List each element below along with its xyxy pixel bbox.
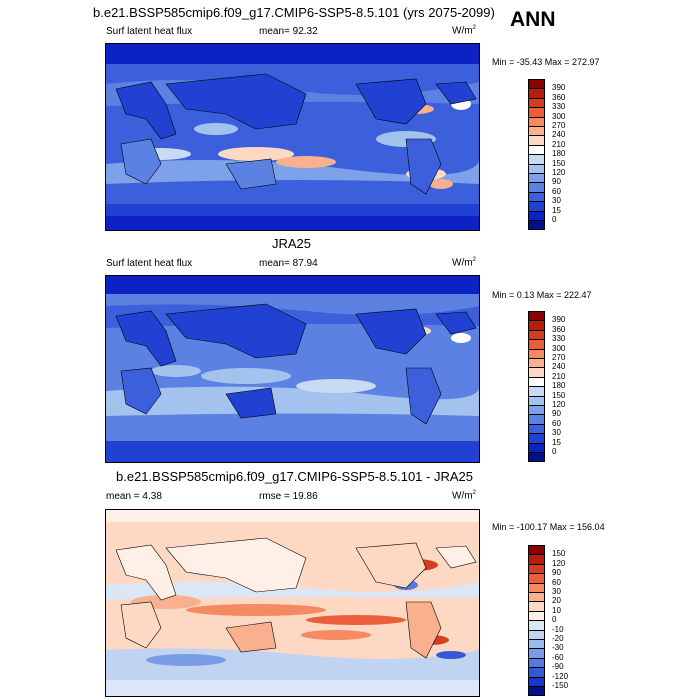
panel-1-map <box>105 43 480 231</box>
colorbar-tick-label: -30 <box>552 643 564 653</box>
colorbar-tick-label: 0 <box>552 615 557 625</box>
colorbar-swatch <box>528 452 545 463</box>
panel-2-units: W/m2 <box>452 257 476 269</box>
panel-2-mean-label: mean= 87.94 <box>259 258 318 269</box>
panel-2-title: JRA25 <box>272 236 312 251</box>
colorbar-tick-label: -20 <box>552 634 564 643</box>
colorbar-tick-label: -60 <box>552 652 564 662</box>
panel-2-variable-label: Surf latent heat flux <box>106 258 193 269</box>
panel-2-map <box>105 275 480 463</box>
colorbar-tick-label: 210 <box>552 371 566 381</box>
panel-3-minmax: Min = -100.17 Max = 156.04 <box>492 522 605 532</box>
panel-1-variable-label: Surf latent heat flux <box>106 26 193 37</box>
colorbar-tick-label: 150 <box>552 158 566 168</box>
season-label: ANN <box>510 8 556 31</box>
colorbar-tick-label: 10 <box>552 605 561 615</box>
colorbar-tick-label: 15 <box>552 205 561 215</box>
panel-3-units: W/m2 <box>452 490 476 502</box>
colorbar-tick-label: 30 <box>552 196 561 206</box>
colorbar-tick-label: 0 <box>552 215 557 224</box>
colorbar-swatch <box>528 686 545 697</box>
colorbar-tick-label: 150 <box>552 549 566 559</box>
panel-3-rmse-label: rmse = 19.86 <box>259 491 318 502</box>
colorbar-tick-label: -150 <box>552 681 569 690</box>
panel-1-mean-label: mean= 92.32 <box>259 26 318 37</box>
colorbar-tick-label: 120 <box>552 168 566 177</box>
panel-1-minmax: Min = -35.43 Max = 272.97 <box>492 57 600 67</box>
colorbar-tick-label: 30 <box>552 428 561 438</box>
colorbar-tick-label: 390 <box>552 315 566 325</box>
colorbar-tick-label: 210 <box>552 139 566 149</box>
panel-3-title: b.e21.BSSP585cmip6.f09_g17.CMIP6-SSP5-8.… <box>116 469 473 484</box>
colorbar-tick-label: 90 <box>552 409 561 419</box>
colorbar-tick-label: 150 <box>552 390 566 400</box>
colorbar-tick-label: 120 <box>552 400 566 409</box>
colorbar-tick-label: 60 <box>552 418 561 428</box>
panel-1-title: b.e21.BSSP585cmip6.f09_g17.CMIP6-SSP5-8.… <box>93 5 495 20</box>
colorbar-tick-label: 300 <box>552 343 566 353</box>
colorbar-tick-label: 180 <box>552 149 566 159</box>
colorbar-tick-label: 30 <box>552 587 561 596</box>
colorbar-tick-label: 90 <box>552 568 561 578</box>
colorbar-tick-label: -90 <box>552 662 564 672</box>
colorbar-tick-label: 360 <box>552 324 566 334</box>
colorbar-swatch <box>528 220 545 231</box>
colorbar-tick-label: 330 <box>552 102 566 112</box>
colorbar-tick-label: -120 <box>552 671 569 681</box>
colorbar-tick-label: 15 <box>552 437 561 447</box>
colorbar-tick-label: 360 <box>552 92 566 102</box>
colorbar-tick-label: 20 <box>552 596 561 606</box>
colorbar-tick-label: 300 <box>552 111 566 121</box>
colorbar-tick-label: 120 <box>552 558 566 568</box>
colorbar-tick-label: 270 <box>552 353 566 362</box>
colorbar-tick-label: 240 <box>552 130 566 140</box>
colorbar-tick-label: 90 <box>552 177 561 187</box>
colorbar-tick-label: 390 <box>552 83 566 93</box>
panel-3-mean-label: mean = 4.38 <box>106 491 162 502</box>
panel-2-minmax: Min = 0.13 Max = 222.47 <box>492 290 592 300</box>
colorbar-tick-label: -10 <box>552 624 564 634</box>
colorbar-tick-label: 240 <box>552 362 566 372</box>
panel-3-map <box>105 509 480 697</box>
colorbar-tick-label: 180 <box>552 381 566 391</box>
colorbar-tick-label: 330 <box>552 334 566 344</box>
colorbar-tick-label: 60 <box>552 186 561 196</box>
colorbar-tick-label: 0 <box>552 447 557 456</box>
panel-1-units: W/m2 <box>452 25 476 37</box>
colorbar-tick-label: 60 <box>552 577 561 587</box>
colorbar-tick-label: 270 <box>552 121 566 130</box>
